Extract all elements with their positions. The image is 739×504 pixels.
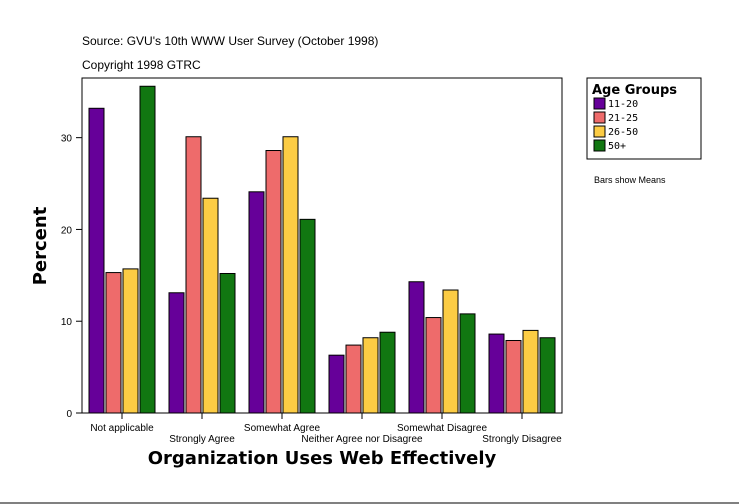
x-category-label: Not applicable	[90, 423, 154, 434]
bar-26-50-5	[522, 329, 539, 414]
bar-11-20-3	[328, 354, 345, 414]
x-axis: Not applicable Strongly Agree Somewhat Agr…	[90, 413, 562, 445]
bar-21-25-1	[185, 136, 202, 414]
plot-area	[81, 77, 563, 414]
legend-label: 50+	[608, 141, 626, 152]
x-category-label: Neither Agree nor Disagree	[301, 434, 423, 445]
x-category-label: Strongly Agree	[169, 434, 235, 445]
y-tick-label: 0	[66, 409, 72, 420]
bar-50+-3	[379, 331, 396, 414]
bars-note: Bars show Means	[594, 175, 666, 185]
legend-title: Age Groups	[592, 83, 677, 98]
bar-11-20-1	[168, 292, 185, 414]
bar-26-50-1	[202, 197, 219, 414]
bar-50+-2	[299, 218, 316, 414]
bar-26-50-2	[282, 136, 299, 414]
bar-50+-0	[139, 85, 156, 414]
bar-26-50-4	[442, 289, 459, 414]
legend-label: 11-20	[608, 99, 638, 110]
bar-11-20-0	[88, 107, 105, 414]
x-category-label: Somewhat Disagree	[397, 423, 487, 434]
legend-box	[586, 77, 702, 160]
y-tick-label: 20	[61, 225, 73, 236]
bar-50+-4	[459, 313, 476, 414]
legend-label: 26-50	[608, 127, 638, 138]
bar-21-25-4	[425, 317, 442, 414]
y-axis: 0 10 20 30	[61, 134, 82, 420]
bar-21-25-3	[345, 344, 362, 414]
y-tick-label: 10	[61, 317, 73, 328]
bar-50+-5	[539, 337, 556, 414]
bar-21-25-5	[505, 339, 522, 414]
bar-21-25-2	[265, 150, 282, 414]
legend-label: 21-25	[608, 113, 638, 124]
bar-21-25-0	[105, 272, 122, 414]
y-tick-label: 30	[61, 134, 73, 145]
bar-11-20-5	[488, 333, 505, 414]
legend-swatch	[593, 139, 606, 152]
x-category-label: Strongly Disagree	[482, 434, 562, 445]
legend-swatch	[593, 97, 606, 110]
legend-swatch	[593, 125, 606, 138]
bar-11-20-4	[408, 281, 425, 414]
bars	[88, 85, 556, 414]
bar-11-20-2	[248, 191, 265, 414]
legend: Age Groups 11-20 21-25 26-50 50+	[586, 77, 702, 160]
legend-items: 11-20 21-25 26-50 50+	[593, 97, 638, 152]
bar-26-50-0	[122, 268, 139, 414]
x-category-label: Somewhat Agree	[244, 423, 321, 434]
y-axis-title: Percent	[30, 206, 51, 285]
copyright-text: Copyright 1998 GTRC	[82, 58, 201, 72]
x-axis-title: Organization Uses Web Effectively	[148, 448, 497, 469]
legend-swatch	[593, 111, 606, 124]
bar-50+-1	[219, 272, 236, 414]
bar-26-50-3	[362, 337, 379, 414]
source-text: Source: GVU's 10th WWW User Survey (Octo…	[82, 34, 378, 48]
